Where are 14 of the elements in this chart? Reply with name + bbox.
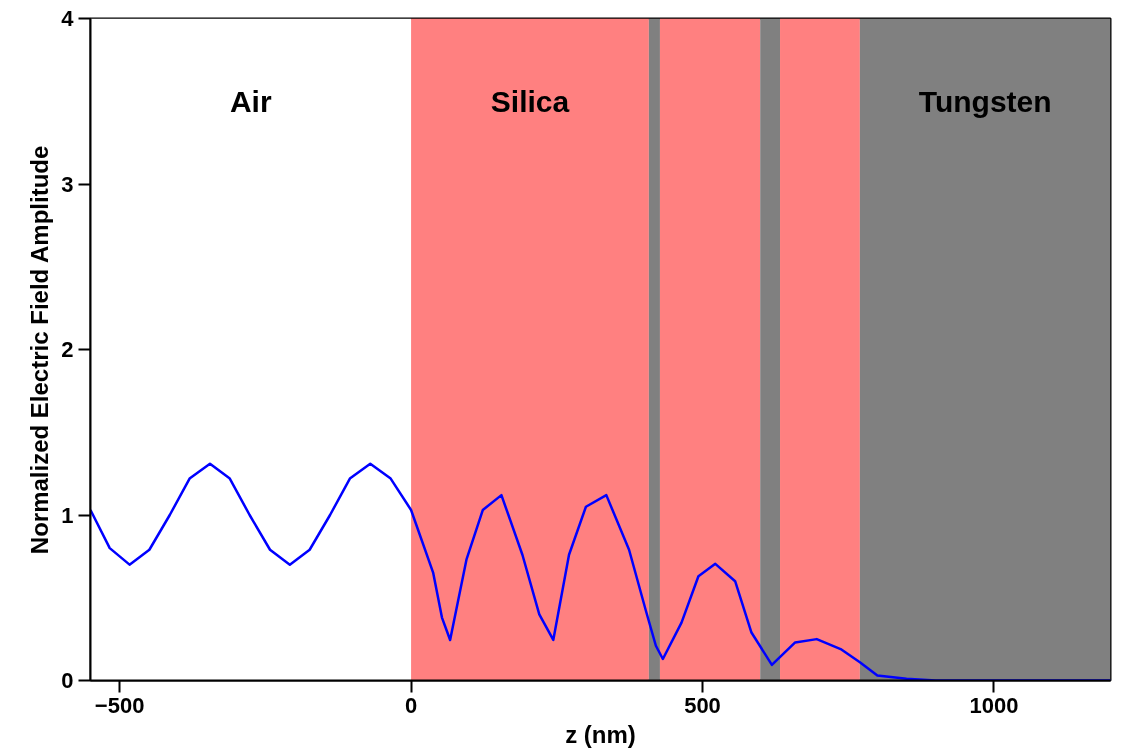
y-axis-title: Normalized Electric Field Amplitude xyxy=(26,145,54,555)
y-tick-label: 0 xyxy=(61,668,74,693)
band-label: Tungsten xyxy=(918,84,1052,118)
x-tick-label: 500 xyxy=(684,692,721,718)
y-tick-label: 2 xyxy=(61,337,74,362)
x-axis-title: z (nm) xyxy=(565,720,636,748)
y-tick-label: 4 xyxy=(61,6,75,31)
y-tick-label: 3 xyxy=(61,171,74,197)
y-tick-label: 1 xyxy=(61,502,74,528)
x-tick-label: 1000 xyxy=(969,692,1019,718)
x-tick-label: 0 xyxy=(404,692,418,718)
band-label: Silica xyxy=(490,84,570,118)
band-label: Air xyxy=(229,84,272,118)
x-tick-label: −500 xyxy=(94,692,145,718)
